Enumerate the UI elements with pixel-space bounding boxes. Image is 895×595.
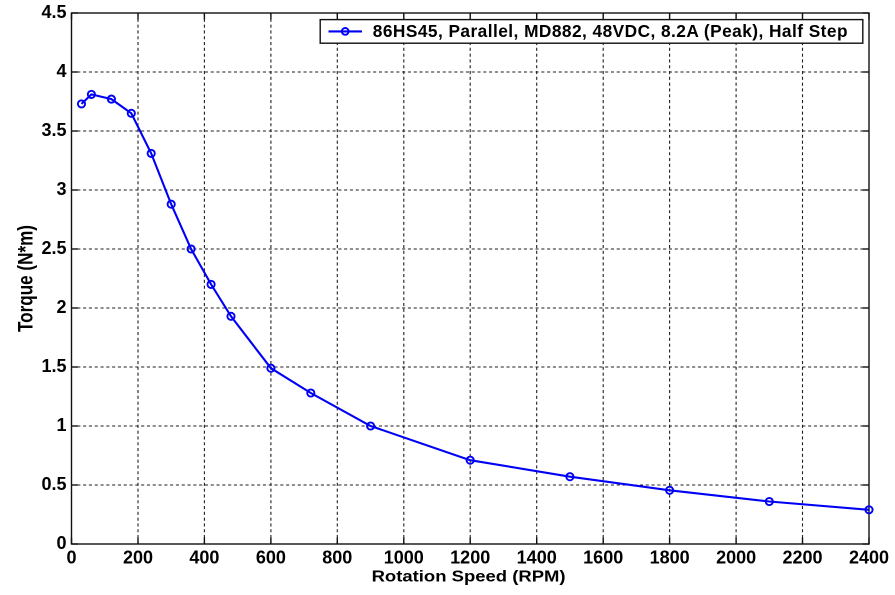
svg-text:800: 800: [322, 548, 352, 568]
svg-text:4.5: 4.5: [41, 2, 66, 22]
svg-text:200: 200: [123, 548, 153, 568]
svg-text:400: 400: [189, 548, 219, 568]
svg-text:2400: 2400: [849, 548, 889, 568]
svg-text:1600: 1600: [583, 548, 623, 568]
svg-text:86HS45, Parallel, MD882, 48VDC: 86HS45, Parallel, MD882, 48VDC, 8.2A (Pe…: [373, 21, 848, 41]
svg-text:3.5: 3.5: [41, 120, 66, 140]
svg-text:2200: 2200: [782, 548, 822, 568]
svg-text:Rotation Speed (RPM): Rotation Speed (RPM): [372, 568, 566, 585]
svg-text:600: 600: [256, 548, 286, 568]
svg-text:0.5: 0.5: [41, 474, 66, 494]
svg-text:1.5: 1.5: [41, 356, 66, 376]
svg-text:0: 0: [66, 548, 76, 568]
svg-text:1: 1: [56, 415, 66, 435]
svg-text:Torque (N*m): Torque (N*m): [15, 225, 38, 332]
svg-text:2000: 2000: [716, 548, 756, 568]
svg-text:0: 0: [56, 533, 66, 553]
svg-text:3: 3: [56, 179, 66, 199]
svg-text:1200: 1200: [450, 548, 490, 568]
svg-text:1000: 1000: [384, 548, 424, 568]
svg-text:4: 4: [56, 61, 66, 81]
svg-text:2.5: 2.5: [41, 238, 66, 258]
svg-text:1400: 1400: [517, 548, 557, 568]
svg-text:2: 2: [56, 297, 66, 317]
svg-text:1800: 1800: [650, 548, 690, 568]
